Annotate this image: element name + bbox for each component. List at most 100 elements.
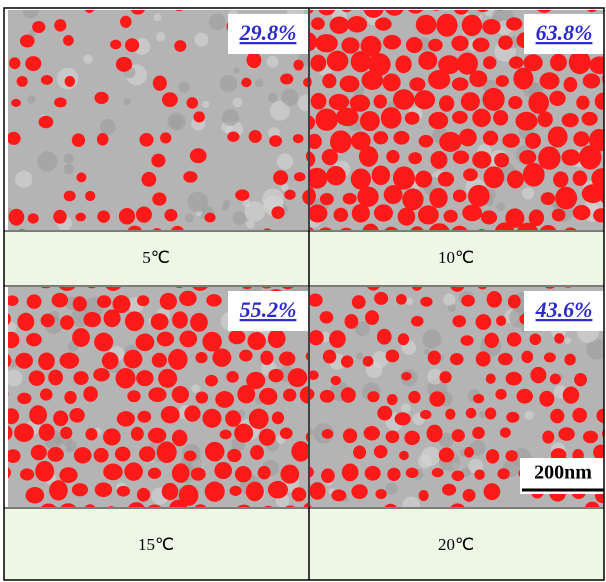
pore bbox=[205, 213, 216, 223]
pore bbox=[333, 208, 348, 222]
pore bbox=[235, 189, 249, 200]
pore bbox=[190, 313, 208, 332]
pore bbox=[283, 389, 296, 402]
pore bbox=[506, 17, 522, 30]
pore bbox=[439, 95, 454, 112]
pore bbox=[549, 91, 565, 106]
pore bbox=[320, 311, 334, 323]
pore bbox=[279, 351, 295, 365]
scale-bar-label: 200nm bbox=[534, 462, 592, 484]
pore bbox=[321, 468, 335, 483]
pore bbox=[205, 481, 225, 501]
pore bbox=[41, 314, 55, 328]
pore bbox=[17, 313, 34, 331]
pore bbox=[336, 108, 359, 126]
pore bbox=[462, 15, 482, 37]
pore bbox=[293, 134, 304, 143]
pore bbox=[64, 391, 76, 404]
pore bbox=[506, 412, 519, 423]
pore bbox=[17, 393, 31, 405]
pore bbox=[158, 369, 177, 388]
texture bbox=[220, 75, 238, 93]
pore bbox=[293, 60, 303, 71]
pore bbox=[452, 111, 468, 124]
pore bbox=[53, 210, 66, 224]
pore bbox=[365, 310, 379, 325]
pore bbox=[60, 315, 74, 330]
pore bbox=[473, 394, 484, 403]
pore bbox=[386, 430, 400, 443]
pore bbox=[483, 56, 496, 69]
pore bbox=[322, 429, 334, 439]
pore bbox=[268, 369, 283, 383]
pore bbox=[582, 112, 598, 126]
pore bbox=[93, 368, 110, 382]
pore bbox=[179, 330, 197, 347]
pore bbox=[364, 426, 380, 441]
pore bbox=[315, 109, 337, 131]
pore bbox=[152, 353, 167, 368]
pore bbox=[481, 210, 497, 224]
pore bbox=[352, 295, 366, 309]
texture bbox=[5, 321, 17, 333]
pore bbox=[280, 465, 299, 484]
pore bbox=[136, 207, 152, 223]
figure: 29.8%63.8%55.2%43.6%200nm 5℃ 10℃ 15℃ 20℃ bbox=[0, 0, 606, 582]
pore bbox=[428, 112, 448, 129]
pore bbox=[367, 391, 379, 402]
pore bbox=[103, 463, 123, 480]
pore bbox=[95, 482, 113, 497]
pore bbox=[284, 190, 295, 200]
pore bbox=[271, 206, 284, 219]
pore bbox=[110, 40, 121, 50]
pore bbox=[513, 68, 533, 90]
pore bbox=[523, 163, 545, 187]
pore bbox=[20, 468, 34, 480]
pore bbox=[69, 408, 84, 423]
pore bbox=[408, 391, 420, 404]
pore bbox=[47, 447, 63, 462]
pore bbox=[120, 16, 131, 28]
pore bbox=[195, 352, 207, 363]
pore bbox=[439, 371, 451, 383]
pore bbox=[63, 35, 74, 46]
pore bbox=[569, 51, 591, 75]
pore bbox=[472, 151, 491, 168]
pore bbox=[451, 36, 468, 51]
pore bbox=[573, 205, 591, 220]
pore bbox=[148, 428, 167, 443]
pore bbox=[420, 297, 432, 307]
pore bbox=[102, 352, 119, 369]
pore bbox=[4, 408, 20, 424]
pore bbox=[452, 471, 465, 482]
pore bbox=[26, 333, 42, 346]
texture bbox=[356, 353, 363, 360]
pore bbox=[353, 445, 366, 459]
pore bbox=[193, 111, 204, 122]
pore bbox=[174, 40, 186, 52]
pore bbox=[9, 57, 20, 69]
pore bbox=[399, 451, 409, 460]
pore bbox=[308, 294, 323, 307]
pore bbox=[226, 371, 238, 383]
pore bbox=[327, 51, 349, 72]
pore bbox=[320, 390, 335, 403]
pore bbox=[3, 332, 19, 348]
pore bbox=[172, 386, 189, 403]
pore bbox=[359, 146, 378, 167]
pore bbox=[11, 99, 21, 107]
pore bbox=[414, 90, 435, 109]
pore bbox=[508, 96, 522, 109]
pore bbox=[315, 34, 338, 52]
pore bbox=[387, 394, 398, 405]
pore bbox=[428, 70, 450, 89]
pore bbox=[291, 441, 310, 462]
texture bbox=[385, 482, 397, 494]
pore bbox=[472, 38, 489, 52]
pore bbox=[202, 409, 221, 428]
pore bbox=[83, 386, 98, 402]
texture bbox=[255, 79, 263, 87]
pore bbox=[538, 146, 560, 169]
pore bbox=[583, 431, 598, 444]
pore bbox=[409, 77, 425, 91]
